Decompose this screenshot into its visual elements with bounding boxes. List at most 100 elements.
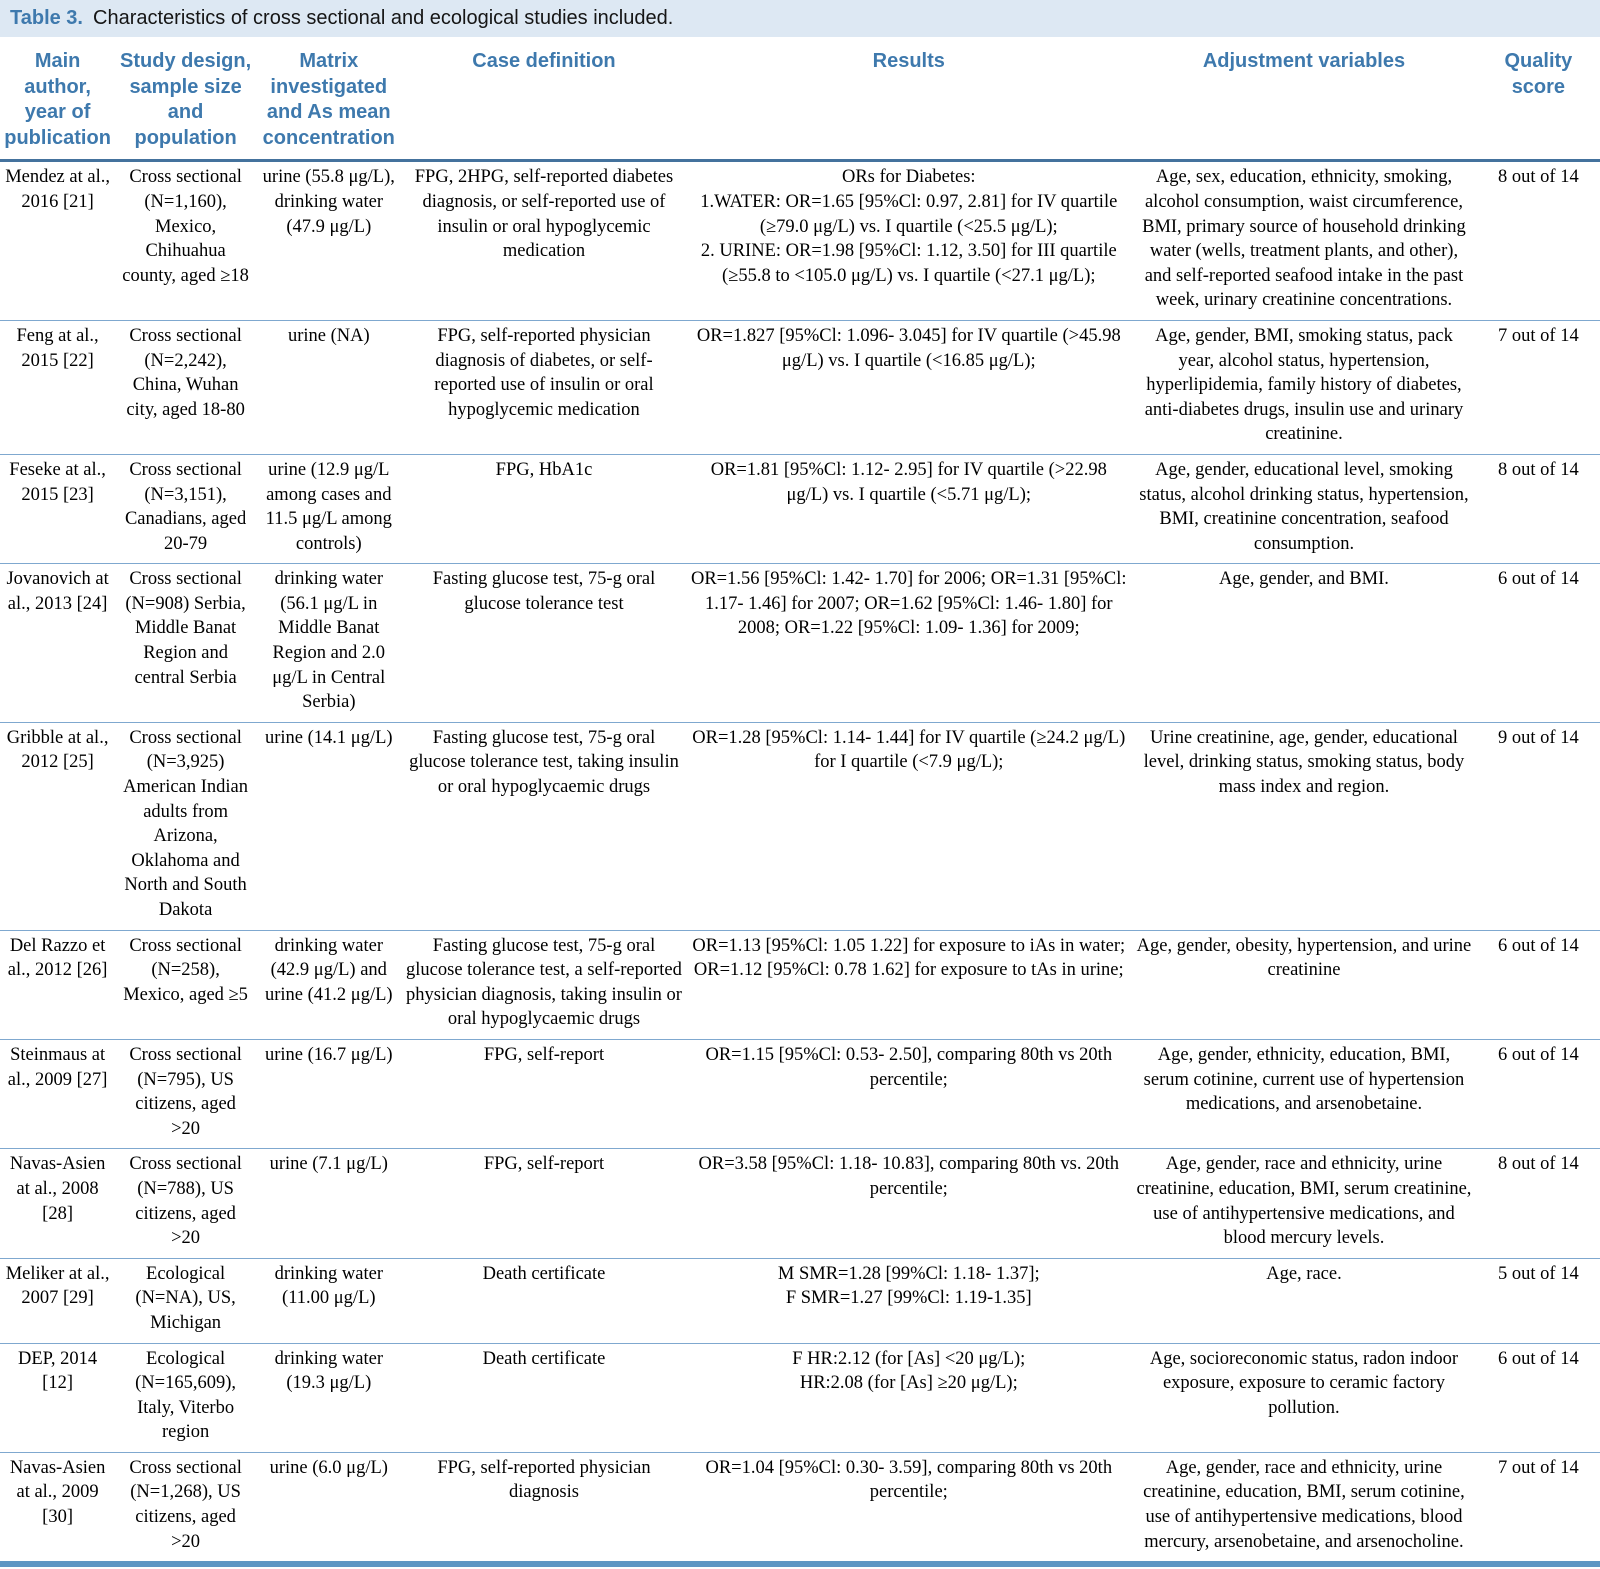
column-header-results: Results	[686, 37, 1132, 163]
cell-study-design: Cross sectional (N=1,268), US citizens, …	[115, 1452, 256, 1568]
column-header-author: Main author, year of publication	[0, 37, 116, 163]
cell-results: ORs for Diabetes: 1.WATER: OR=1.65 [95%C…	[686, 160, 1132, 321]
cell-adjustment-variables: Age, socioreconomic status, radon indoor…	[1131, 1343, 1477, 1453]
cell-author: Steinmaus at al., 2009 [27]	[0, 1039, 116, 1150]
table-row: Feng at al., 2015 [22] Cross sectional (N…	[0, 320, 1600, 455]
cell-adjustment-variables: Age, sex, education, ethnicity, smoking,…	[1131, 160, 1477, 321]
table-row: Navas-Asien at al., 2009 [30] Cross secti…	[0, 1452, 1600, 1568]
cell-matrix: urine (12.9 μg/L among cases and 11.5 μg…	[255, 454, 402, 565]
cell-adjustment-variables: Age, gender, and BMI.	[1131, 563, 1477, 723]
cell-quality-score: 7 out of 14	[1476, 320, 1600, 455]
cell-author: Jovanovich at al., 2013 [24]	[0, 563, 116, 723]
cell-quality-score: 8 out of 14	[1476, 454, 1600, 565]
cell-author: Feseke at al., 2015 [23]	[0, 454, 116, 565]
cell-matrix: urine (7.1 μg/L)	[255, 1148, 402, 1259]
table-row: Gribble at al., 2012 [25] Cross sectional…	[0, 722, 1600, 931]
column-header-quality-score: Quality score	[1476, 37, 1600, 163]
cell-adjustment-variables: Age, gender, educational level, smoking …	[1131, 454, 1477, 565]
cell-study-design: Cross sectional (N=795), US citizens, ag…	[115, 1039, 256, 1150]
cell-case-definition: FPG, self-report	[401, 1148, 687, 1259]
column-header-matrix: Matrix investigated and As mean concentr…	[255, 37, 402, 163]
cell-study-design: Ecological (N=165,609), Italy, Viterbo r…	[115, 1343, 256, 1453]
cell-adjustment-variables: Age, gender, race and ethnicity, urine c…	[1131, 1148, 1477, 1259]
cell-adjustment-variables: Age, gender, BMI, smoking status, pack y…	[1131, 320, 1477, 455]
cell-study-design: Cross sectional (N=2,242), China, Wuhan …	[115, 320, 256, 455]
cell-quality-score: 6 out of 14	[1476, 1039, 1600, 1150]
cell-adjustment-variables: Age, race.	[1131, 1258, 1477, 1344]
cell-author: Navas-Asien at al., 2008 [28]	[0, 1148, 116, 1259]
table-caption-text: Characteristics of cross sectional and e…	[93, 7, 674, 29]
studies-table: Main author, year of publication Study d…	[0, 37, 1600, 1568]
table-row: Navas-Asien at al., 2008 [28] Cross secti…	[0, 1148, 1600, 1259]
cell-author: Navas-Asien at al., 2009 [30]	[0, 1452, 116, 1568]
cell-results: OR=3.58 [95%Cl: 1.18- 10.83], comparing …	[686, 1148, 1132, 1259]
cell-quality-score: 5 out of 14	[1476, 1258, 1600, 1344]
cell-matrix: urine (6.0 μg/L)	[255, 1452, 402, 1568]
cell-author: Mendez at al., 2016 [21]	[0, 160, 116, 321]
column-header-case-definition: Case definition	[401, 37, 687, 163]
cell-matrix: urine (NA)	[255, 320, 402, 455]
cell-author: Feng at al., 2015 [22]	[0, 320, 116, 455]
cell-quality-score: 9 out of 14	[1476, 722, 1600, 931]
cell-author: DEP, 2014 [12]	[0, 1343, 116, 1453]
cell-quality-score: 6 out of 14	[1476, 1343, 1600, 1453]
table-row: Meliker at al., 2007 [29] Ecological (N=N…	[0, 1258, 1600, 1344]
cell-results: M SMR=1.28 [99%Cl: 1.18- 1.37]; F SMR=1.…	[686, 1258, 1132, 1344]
table-header: Main author, year of publication Study d…	[0, 37, 1600, 163]
cell-matrix: drinking water (19.3 μg/L)	[255, 1343, 402, 1453]
cell-results: OR=1.827 [95%Cl: 1.096- 3.045] for IV qu…	[686, 320, 1132, 455]
column-header-adjustment-variables: Adjustment variables	[1131, 37, 1477, 163]
cell-results: OR=1.56 [95%Cl: 1.42- 1.70] for 2006; OR…	[686, 563, 1132, 723]
cell-study-design: Cross sectional (N=258), Mexico, aged ≥5	[115, 930, 256, 1040]
cell-case-definition: FPG, 2HPG, self-reported diabetes diagno…	[401, 160, 687, 321]
cell-matrix: drinking water (11.00 μg/L)	[255, 1258, 402, 1344]
cell-case-definition: Fasting glucose test, 75-g oral glucose …	[401, 722, 687, 931]
table-row: Mendez at al., 2016 [21] Cross sectional …	[0, 160, 1600, 321]
table-caption-label: Table 3.	[10, 7, 83, 29]
cell-study-design: Cross sectional (N=1,160), Mexico, Chihu…	[115, 160, 256, 321]
table-row: DEP, 2014 [12] Ecological (N=165,609), It…	[0, 1343, 1600, 1453]
cell-quality-score: 8 out of 14	[1476, 1148, 1600, 1259]
cell-matrix: urine (16.7 μg/L)	[255, 1039, 402, 1150]
cell-quality-score: 6 out of 14	[1476, 563, 1600, 723]
cell-case-definition: Fasting glucose test, 75-g oral glucose …	[401, 930, 687, 1040]
cell-author: Gribble at al., 2012 [25]	[0, 722, 116, 931]
cell-matrix: urine (14.1 μg/L)	[255, 722, 402, 931]
cell-matrix: urine (55.8 μg/L), drinking water (47.9 …	[255, 160, 402, 321]
table-header-row: Main author, year of publication Study d…	[0, 37, 1600, 163]
cell-case-definition: Fasting glucose test, 75-g oral glucose …	[401, 563, 687, 723]
cell-results: OR=1.13 [95%Cl: 1.05 1.22] for exposure …	[686, 930, 1132, 1040]
cell-quality-score: 6 out of 14	[1476, 930, 1600, 1040]
table-body: Mendez at al., 2016 [21] Cross sectional …	[0, 160, 1600, 1568]
cell-study-design: Ecological (N=NA), US, Michigan	[115, 1258, 256, 1344]
cell-study-design: Cross sectional (N=788), US citizens, ag…	[115, 1148, 256, 1259]
cell-author: Del Razzo et al., 2012 [26]	[0, 930, 116, 1040]
cell-results: OR=1.28 [95%Cl: 1.14- 1.44] for IV quart…	[686, 722, 1132, 931]
cell-study-design: Cross sectional (N=3,925) American India…	[115, 722, 256, 931]
cell-adjustment-variables: Age, gender, obesity, hypertension, and …	[1131, 930, 1477, 1040]
cell-results: OR=1.81 [95%Cl: 1.12- 2.95] for IV quart…	[686, 454, 1132, 565]
table-row: Del Razzo et al., 2012 [26] Cross section…	[0, 930, 1600, 1040]
cell-case-definition: FPG, self-report	[401, 1039, 687, 1150]
cell-case-definition: Death certificate	[401, 1343, 687, 1453]
column-header-study-design: Study design, sample size and population	[115, 37, 256, 163]
cell-matrix: drinking water (42.9 μg/L) and urine (41…	[255, 930, 402, 1040]
cell-results: F HR:2.12 (for [As] <20 μg/L); HR:2.08 (…	[686, 1343, 1132, 1453]
cell-author: Meliker at al., 2007 [29]	[0, 1258, 116, 1344]
cell-quality-score: 7 out of 14	[1476, 1452, 1600, 1568]
cell-results: OR=1.04 [95%Cl: 0.30- 3.59], comparing 8…	[686, 1452, 1132, 1568]
cell-quality-score: 8 out of 14	[1476, 160, 1600, 321]
cell-case-definition: FPG, HbA1c	[401, 454, 687, 565]
table-row: Steinmaus at al., 2009 [27] Cross section…	[0, 1039, 1600, 1150]
cell-case-definition: FPG, self-reported physician diagnosis o…	[401, 320, 687, 455]
cell-matrix: drinking water (56.1 μg/L in Middle Bana…	[255, 563, 402, 723]
table-caption: Table 3. Characteristics of cross section…	[0, 0, 1600, 37]
cell-adjustment-variables: Age, gender, ethnicity, education, BMI, …	[1131, 1039, 1477, 1150]
cell-adjustment-variables: Urine creatinine, age, gender, education…	[1131, 722, 1477, 931]
cell-results: OR=1.15 [95%Cl: 0.53- 2.50], comparing 8…	[686, 1039, 1132, 1150]
cell-adjustment-variables: Age, gender, race and ethnicity, urine c…	[1131, 1452, 1477, 1568]
table-row: Feseke at al., 2015 [23] Cross sectional …	[0, 454, 1600, 565]
cell-case-definition: Death certificate	[401, 1258, 687, 1344]
cell-study-design: Cross sectional (N=3,151), Canadians, ag…	[115, 454, 256, 565]
